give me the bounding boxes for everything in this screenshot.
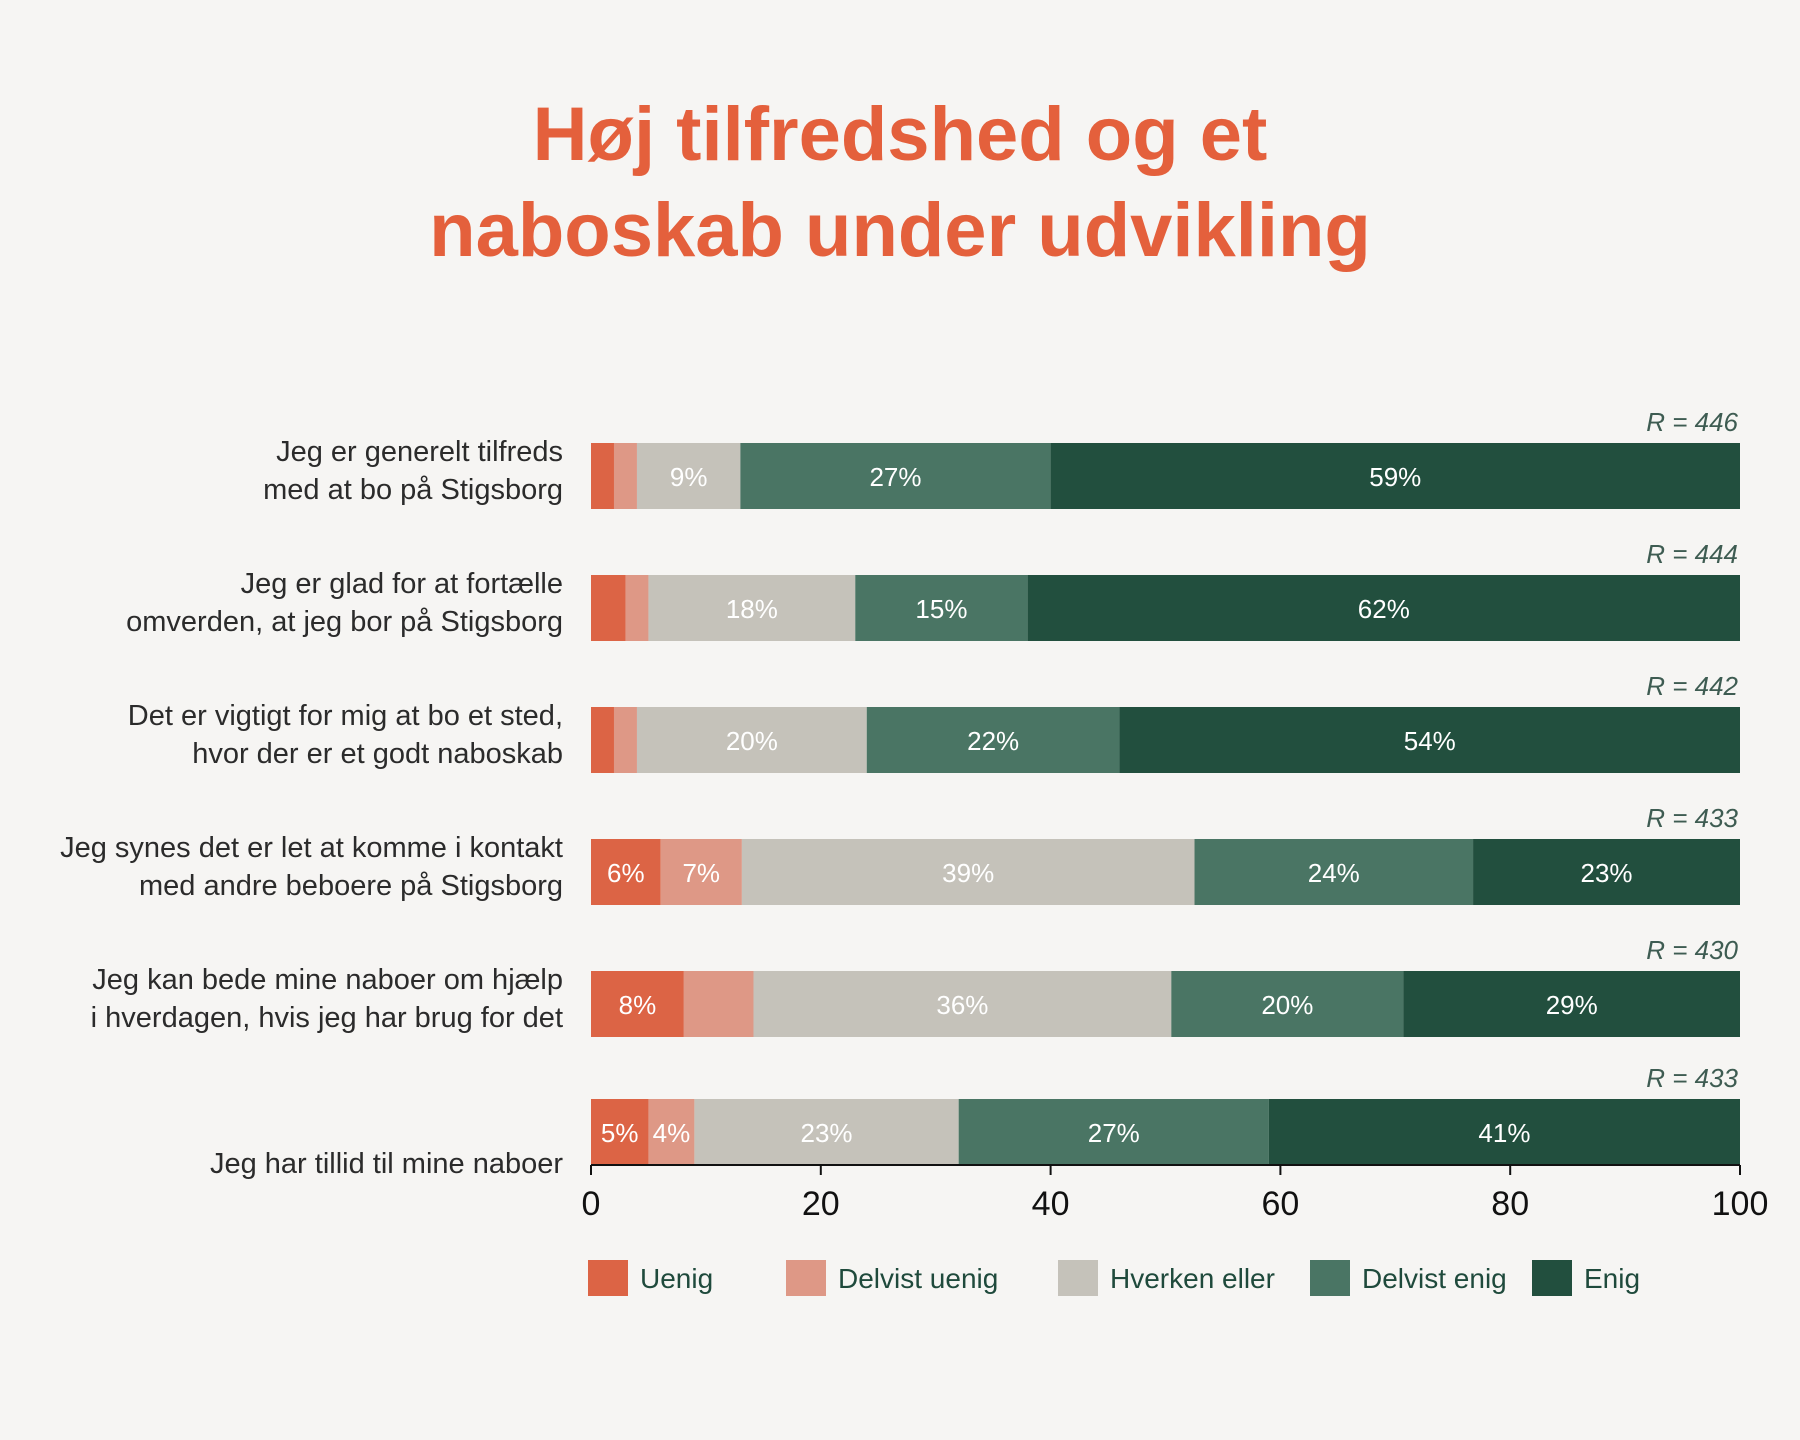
bar-row-5-delvist-uenig (683, 971, 754, 1037)
value-label-row-4-seg-1: 6% (607, 858, 645, 888)
row-label-5-line-1: Jeg kan bede mine naboer om hjælp (92, 964, 563, 996)
x-tick-label-100: 100 (1712, 1185, 1769, 1223)
row-label-3-line-2: hvor der er et godt naboskab (192, 738, 563, 770)
bar-row-4-enig (1473, 839, 1740, 905)
value-label-row-1-seg-4: 27% (869, 462, 921, 492)
value-label-row-4-seg-3: 39% (942, 858, 994, 888)
x-tick-label-60: 60 (1261, 1185, 1299, 1223)
bar-row-6-enig (1268, 1099, 1740, 1165)
row-label-5-line-2: i hverdagen, hvis jeg har brug for det (91, 1002, 563, 1034)
x-tick-label-40: 40 (1032, 1185, 1070, 1223)
bar-row-6-delvist-uenig (648, 1099, 695, 1165)
bar-row-3-delvist-uenig (613, 707, 637, 773)
bar-row-4-delvist-enig (1194, 839, 1474, 905)
legend-swatch-hverken-eller (1058, 1260, 1098, 1296)
value-label-row-5-seg-5: 29% (1546, 990, 1598, 1020)
bar-row-5-uenig (591, 971, 684, 1037)
legend-swatch-uenig (588, 1260, 628, 1296)
bar-row-1-enig (1050, 443, 1740, 509)
bar-row-6-uenig (591, 1099, 649, 1165)
row-n-label-4: R = 433 (1646, 803, 1738, 833)
bar-row-2-enig (1027, 575, 1740, 641)
value-label-row-6-seg-5: 41% (1478, 1118, 1530, 1148)
bar-row-2-hverken-eller (648, 575, 856, 641)
row-label-6-line-1: Jeg har tillid til mine naboer (210, 1148, 563, 1180)
legend-label-delvist-uenig: Delvist uenig (838, 1263, 998, 1294)
value-label-row-2-seg-4: 15% (915, 594, 967, 624)
value-label-row-6-seg-1: 5% (601, 1118, 639, 1148)
row-n-label-6: R = 433 (1646, 1063, 1738, 1093)
bar-row-5-hverken-eller (753, 971, 1172, 1037)
chart-title-line-2: naboskab under udvikling (429, 188, 1371, 273)
bar-row-4-delvist-uenig (660, 839, 742, 905)
value-label-row-2-seg-5: 62% (1358, 594, 1410, 624)
bar-row-3-uenig (591, 707, 614, 773)
bar-row-3-delvist-enig (866, 707, 1120, 773)
bar-row-2-uenig (591, 575, 626, 641)
value-label-row-6-seg-2: 4% (653, 1118, 691, 1148)
row-n-label-3: R = 442 (1646, 671, 1738, 701)
legend-swatch-delvist-uenig (786, 1260, 826, 1296)
value-label-row-3-seg-3: 20% (726, 726, 778, 756)
value-label-row-2-seg-3: 18% (726, 594, 778, 624)
value-label-row-1-seg-3: 9% (670, 462, 708, 492)
value-label-row-5-seg-1: 8% (619, 990, 657, 1020)
value-label-row-1-seg-5: 59% (1369, 462, 1421, 492)
row-label-4-line-2: med andre beboere på Stigsborg (139, 870, 563, 902)
bar-row-3-enig (1119, 707, 1740, 773)
legend-swatch-delvist-enig (1310, 1260, 1350, 1296)
bar-row-1-delvist-enig (740, 443, 1051, 509)
row-n-label-5: R = 430 (1646, 935, 1738, 965)
bar-row-4-hverken-eller (741, 839, 1195, 905)
row-label-1-line-1: Jeg er generelt tilfreds (276, 436, 563, 468)
legend-label-uenig: Uenig (640, 1263, 713, 1294)
chart-title-line-1: Høj tilfredshed og et (533, 92, 1268, 177)
bar-row-3-hverken-eller (636, 707, 867, 773)
row-label-4-line-1: Jeg synes det er let at komme i kontakt (60, 832, 563, 864)
bar-row-2-delvist-uenig (625, 575, 649, 641)
bar-row-4-uenig (591, 839, 661, 905)
bar-row-1-uenig (591, 443, 614, 509)
value-label-row-5-seg-4: 20% (1261, 990, 1313, 1020)
bar-row-1-hverken-eller (636, 443, 741, 509)
value-label-row-6-seg-3: 23% (801, 1118, 853, 1148)
bar-row-5-delvist-enig (1171, 971, 1404, 1037)
bar-row-6-hverken-eller (694, 1099, 959, 1165)
value-label-row-4-seg-5: 23% (1581, 858, 1633, 888)
bar-row-5-enig (1403, 971, 1740, 1037)
value-label-row-4-seg-2: 7% (682, 858, 720, 888)
row-n-label-1: R = 446 (1646, 407, 1738, 437)
row-label-1-line-2: med at bo på Stigsborg (263, 474, 563, 506)
row-n-label-2: R = 444 (1646, 539, 1738, 569)
value-label-row-5-seg-3: 36% (936, 990, 988, 1020)
x-tick-label-80: 80 (1491, 1185, 1529, 1223)
legend-label-delvist-enig: Delvist enig (1362, 1263, 1507, 1294)
legend-swatch-enig (1532, 1260, 1572, 1296)
bar-row-1-delvist-uenig (613, 443, 637, 509)
value-label-row-3-seg-4: 22% (967, 726, 1019, 756)
bar-row-6-delvist-enig (958, 1099, 1269, 1165)
row-label-2-line-2: omverden, at jeg bor på Stigsborg (126, 606, 563, 638)
bar-row-2-delvist-enig (855, 575, 1028, 641)
row-label-3-line-1: Det er vigtigt for mig at bo et sted, (128, 700, 563, 732)
value-label-row-6-seg-4: 27% (1088, 1118, 1140, 1148)
legend-label-hverken-eller: Hverken eller (1110, 1263, 1275, 1294)
x-tick-label-0: 0 (582, 1185, 601, 1223)
row-label-2-line-1: Jeg er glad for at fortælle (241, 568, 563, 600)
value-label-row-4-seg-4: 24% (1308, 858, 1360, 888)
x-tick-label-20: 20 (802, 1185, 840, 1223)
legend-label-enig: Enig (1584, 1263, 1640, 1294)
value-label-row-3-seg-5: 54% (1404, 726, 1456, 756)
